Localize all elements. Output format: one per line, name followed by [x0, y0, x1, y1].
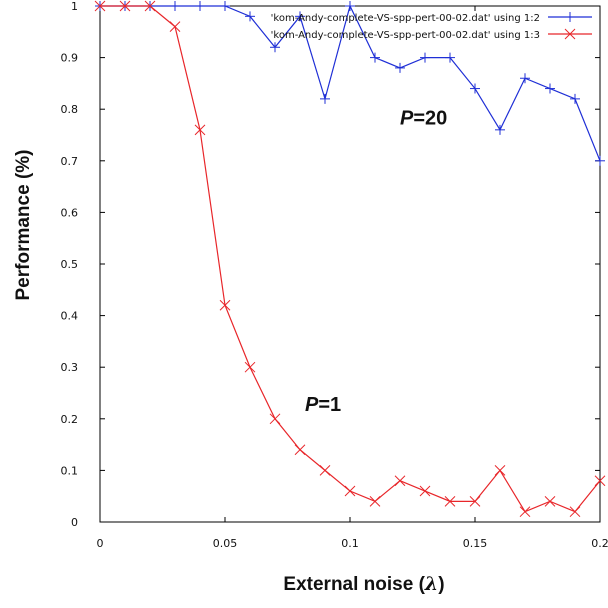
x-marker [294, 444, 306, 456]
plus-marker [170, 1, 180, 11]
x-marker [94, 0, 106, 12]
x-marker [444, 496, 456, 507]
x-marker [194, 124, 206, 136]
x-axis-title-text: External noise ( [283, 574, 425, 595]
plus-marker [445, 52, 455, 63]
y-tick-label: 0.8 [61, 103, 79, 116]
x-marker [394, 475, 406, 487]
x-tick-label: 0.15 [463, 537, 488, 550]
y-tick-label: 0.2 [61, 413, 79, 426]
plus-marker [220, 1, 230, 11]
x-marker [419, 485, 431, 497]
legend: 'kom-Andy-complete-VS-spp-pert-00-02.dat… [271, 12, 592, 41]
series-2 [94, 0, 606, 518]
x-axis-title-symbol: λ [424, 573, 438, 595]
y-tick-label: 0.1 [61, 464, 79, 477]
y-tick-label: 0.4 [61, 310, 79, 323]
y-tick-label: 1 [71, 0, 78, 13]
x-marker [564, 28, 576, 40]
legend-item: 'kom-Andy-complete-VS-spp-pert-00-02.dat… [271, 28, 592, 41]
y-tick-label: 0.9 [61, 52, 79, 65]
y-tick-label: 0.3 [61, 361, 79, 374]
plus-marker [370, 52, 380, 63]
plus-marker [595, 155, 605, 166]
x-marker [544, 496, 556, 507]
plus-marker [520, 73, 530, 84]
x-marker [144, 0, 156, 12]
series-layer [94, 0, 606, 518]
x-axis-title-close: ) [438, 574, 444, 595]
plus-marker [570, 93, 580, 104]
x-tick-label: 0.1 [341, 537, 359, 550]
plus-marker [270, 42, 280, 53]
plus-marker [495, 124, 505, 135]
x-marker [519, 506, 531, 518]
x-marker [169, 21, 181, 32]
x-axis: 0 0.05 0.1 0.15 0.2 [97, 6, 608, 550]
legend-item: 'kom-Andy-complete-VS-spp-pert-00-02.dat… [271, 12, 592, 24]
plus-marker [565, 12, 575, 22]
y-tick-label: 0 [71, 516, 78, 529]
y-tick-label: 0.7 [61, 155, 79, 168]
annotations: P=20 P=1 [305, 108, 447, 416]
x-marker [219, 299, 231, 311]
x-tick-label: 0.2 [591, 537, 608, 550]
x-marker [344, 485, 356, 497]
x-axis-title: External noise (λ) [283, 573, 444, 595]
x-marker [319, 465, 331, 476]
plus-marker [470, 83, 480, 94]
y-tick-label: 0.5 [61, 258, 79, 271]
legend-label: 'kom-Andy-complete-VS-spp-pert-00-02.dat… [271, 30, 540, 41]
x-marker [569, 506, 581, 518]
legend-label: 'kom-Andy-complete-VS-spp-pert-00-02.dat… [271, 13, 540, 24]
series-annotation: P=1 [305, 394, 341, 416]
x-marker [369, 496, 381, 507]
y-axis: 0 0.1 0.2 0.3 0.4 0.5 0.6 0.7 0.8 0.9 1 [61, 0, 600, 529]
y-axis-title: Performance (%) [13, 150, 34, 301]
plus-marker [295, 11, 305, 22]
series-annotation: P=20 [400, 108, 447, 130]
plus-marker [545, 83, 555, 94]
plus-marker [395, 62, 405, 73]
x-marker [244, 361, 256, 373]
x-marker [469, 496, 481, 507]
x-marker [594, 475, 606, 487]
plus-marker [245, 11, 255, 22]
plot-frame [99, 5, 601, 523]
series-1 [95, 1, 605, 166]
x-marker [119, 0, 131, 12]
x-tick-label: 0 [97, 537, 104, 550]
plus-marker [195, 1, 205, 11]
x-marker [269, 413, 281, 425]
x-marker [494, 465, 506, 476]
plus-marker [320, 93, 330, 104]
y-tick-label: 0.6 [61, 206, 79, 219]
plus-marker [345, 1, 355, 11]
x-tick-label: 0.05 [213, 537, 238, 550]
plus-marker [420, 52, 430, 63]
